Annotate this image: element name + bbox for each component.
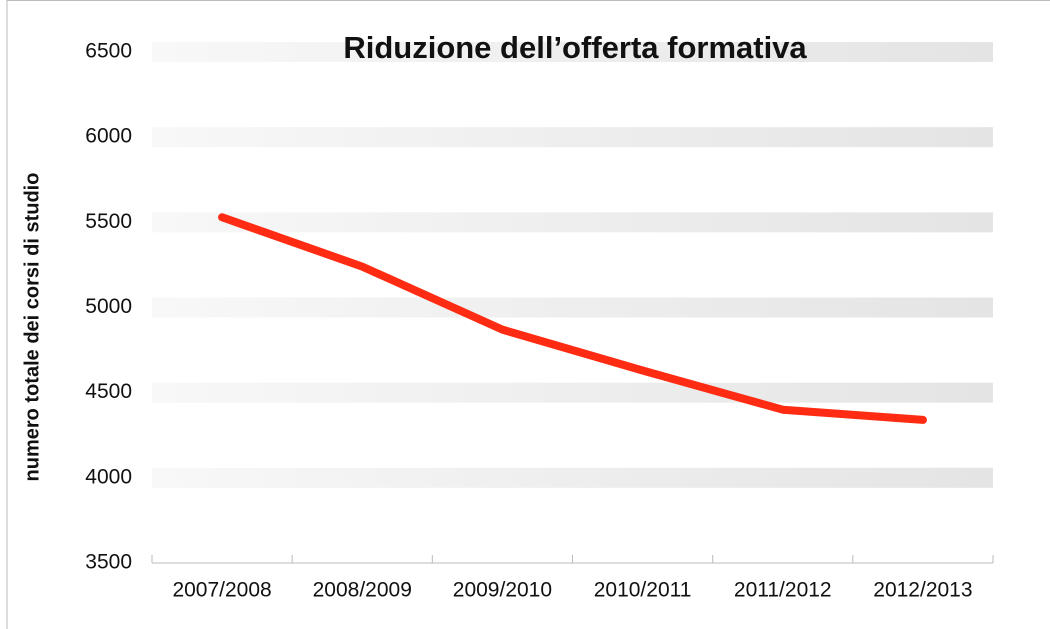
x-tick-label: 2008/2009	[313, 579, 412, 602]
grid-band	[152, 42, 993, 62]
grid-band	[152, 297, 993, 318]
chart-title: Riduzione dell’offerta formativa	[343, 30, 807, 65]
x-tick-label: 2007/2008	[172, 579, 271, 602]
y-tick-label: 3500	[85, 551, 132, 574]
grid-band	[152, 382, 993, 403]
grid-band	[152, 212, 993, 233]
x-tick-label: 2011/2012	[734, 579, 832, 602]
y-tick-label: 4500	[85, 380, 132, 403]
frame	[6, 0, 1050, 629]
y-tick-label: 5500	[85, 210, 132, 233]
grid-band	[152, 127, 993, 148]
data-line	[218, 213, 927, 424]
x-tick-label: 2012/2013	[873, 579, 972, 602]
x-tick-label: 2009/2010	[453, 579, 552, 602]
y-tick-label: 4000	[85, 465, 132, 488]
y-axis-label: numero totale dei corsi di studio	[21, 173, 43, 482]
y-tick-label: 6500	[85, 40, 132, 63]
y-tick-label: 5000	[85, 295, 132, 318]
y-tick-label: 6000	[85, 125, 132, 148]
x-tick-label: 2010/2011	[594, 579, 692, 602]
grid-band	[152, 467, 993, 488]
